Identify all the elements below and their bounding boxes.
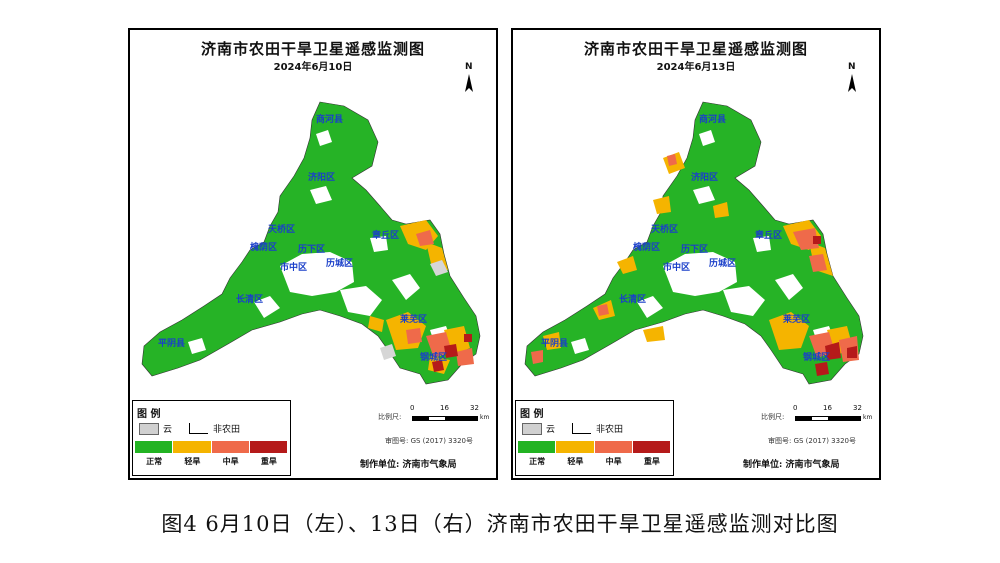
scale-unit: km xyxy=(863,414,873,421)
approval-number: 审图号: GS (2017) 3320号 xyxy=(385,437,473,445)
jinan-drought-map xyxy=(524,101,864,385)
jinan-drought-map xyxy=(141,101,481,385)
drought-class-bar xyxy=(518,441,671,453)
place-label: 市中区 xyxy=(280,263,308,273)
map-date: 2024年6月10日 xyxy=(273,62,353,73)
cloud-swatch xyxy=(522,423,542,435)
place-label: 济阳区 xyxy=(308,173,336,183)
class-label: 中旱 xyxy=(222,457,239,466)
producer: 制作单位: 济南市气象局 xyxy=(360,460,457,470)
place-label: 章丘区 xyxy=(755,231,783,241)
place-label: 槐荫区 xyxy=(633,243,661,253)
cloud-label: 云 xyxy=(163,425,173,435)
place-label: 钢城区 xyxy=(420,353,448,363)
place-label: 历城区 xyxy=(709,259,737,269)
legend-title: 图 例 xyxy=(137,409,161,420)
place-label: 商河县 xyxy=(316,115,344,125)
map-title: 济南市农田干旱卫星遥感监测图 xyxy=(200,40,425,58)
place-label: 天桥区 xyxy=(268,225,296,235)
place-label: 市中区 xyxy=(663,263,691,273)
producer: 制作单位: 济南市气象局 xyxy=(743,460,840,470)
scale-tick: 16 xyxy=(440,404,449,412)
place-label: 历下区 xyxy=(298,245,326,255)
scale-label: 比例尺: xyxy=(761,413,785,421)
scale-tick: 16 xyxy=(823,404,832,412)
swatch-moderate xyxy=(594,441,633,453)
map-panel-june-10: 济南市农田干旱卫星遥感监测图 2024年6月10日 N 商河县 济阳区 天桥区 … xyxy=(128,28,498,480)
place-label: 钢城区 xyxy=(803,353,831,363)
class-label: 中旱 xyxy=(605,457,622,466)
drought-patches-severe xyxy=(432,334,472,372)
legend: 图 例 云 非农田 正常 轻旱 中旱 重旱 xyxy=(515,400,674,476)
swatch-normal xyxy=(135,441,174,453)
scale-graphic xyxy=(412,416,478,421)
scale-bar: 比例尺: 0 16 32 km xyxy=(761,404,879,434)
class-label: 重旱 xyxy=(260,457,277,466)
jinan-territory xyxy=(141,101,481,385)
place-label: 平阴县 xyxy=(541,339,569,349)
scale-label: 比例尺: xyxy=(378,413,402,421)
scale-tick: 0 xyxy=(410,404,415,412)
nonfarm-label: 非农田 xyxy=(596,425,624,435)
class-label: 正常 xyxy=(529,457,546,466)
place-label: 平阴县 xyxy=(158,339,186,349)
place-label: 历城区 xyxy=(326,259,354,269)
place-label: 历下区 xyxy=(681,245,709,255)
legend-title: 图 例 xyxy=(520,409,544,420)
nonfarm-label: 非农田 xyxy=(213,425,241,435)
class-label: 重旱 xyxy=(643,457,660,466)
place-label: 莱芜区 xyxy=(400,315,428,325)
figure-caption: 图4 6月10日（左）、13日（右）济南市农田干旱卫星遥感监测对比图 xyxy=(161,512,839,536)
class-label: 轻旱 xyxy=(184,457,201,466)
class-label: 轻旱 xyxy=(567,457,584,466)
approval-number: 审图号: GS (2017) 3320号 xyxy=(768,437,856,445)
nonfarm-swatch xyxy=(189,423,208,434)
clouds xyxy=(380,260,448,360)
drought-class-labels: 正常 轻旱 中旱 重旱 xyxy=(135,456,288,467)
drought-patches-severe xyxy=(813,236,857,376)
swatch-severe xyxy=(249,441,288,453)
map-title: 济南市农田干旱卫星遥感监测图 xyxy=(583,40,808,58)
scale-graphic xyxy=(795,416,861,421)
drought-class-bar xyxy=(135,441,288,453)
scale-unit: km xyxy=(480,414,490,421)
drought-class-labels: 正常 轻旱 中旱 重旱 xyxy=(518,456,671,467)
scale-tick: 0 xyxy=(793,404,798,412)
scale-bar: 比例尺: 0 16 32 km xyxy=(378,404,496,434)
place-label: 莱芜区 xyxy=(783,315,811,325)
place-label: 长清区 xyxy=(619,295,647,305)
legend: 图 例 云 非农田 正常 轻旱 中旱 重旱 xyxy=(132,400,291,476)
cloud-label: 云 xyxy=(546,425,556,435)
cloud-swatch xyxy=(139,423,159,435)
swatch-light xyxy=(173,441,212,453)
scale-tick: 32 xyxy=(853,404,862,412)
place-label: 槐荫区 xyxy=(250,243,278,253)
class-label: 正常 xyxy=(146,457,163,466)
map-date: 2024年6月13日 xyxy=(656,62,736,73)
swatch-light xyxy=(556,441,595,453)
swatch-moderate xyxy=(211,441,250,453)
nonfarm-areas xyxy=(571,130,835,354)
north-arrow-icon: N xyxy=(845,62,859,94)
place-label: 长清区 xyxy=(236,295,264,305)
nonfarm-swatch xyxy=(572,423,591,434)
place-label: 章丘区 xyxy=(372,231,400,241)
place-label: 济阳区 xyxy=(691,173,719,183)
north-arrow-icon: N xyxy=(462,62,476,94)
swatch-severe xyxy=(632,441,671,453)
map-panel-june-13: 济南市农田干旱卫星遥感监测图 2024年6月13日 N 商河县 济阳区 天桥区 … xyxy=(511,28,881,480)
place-label: 天桥区 xyxy=(651,225,679,235)
scale-tick: 32 xyxy=(470,404,479,412)
swatch-normal xyxy=(518,441,557,453)
place-label: 商河县 xyxy=(699,115,727,125)
